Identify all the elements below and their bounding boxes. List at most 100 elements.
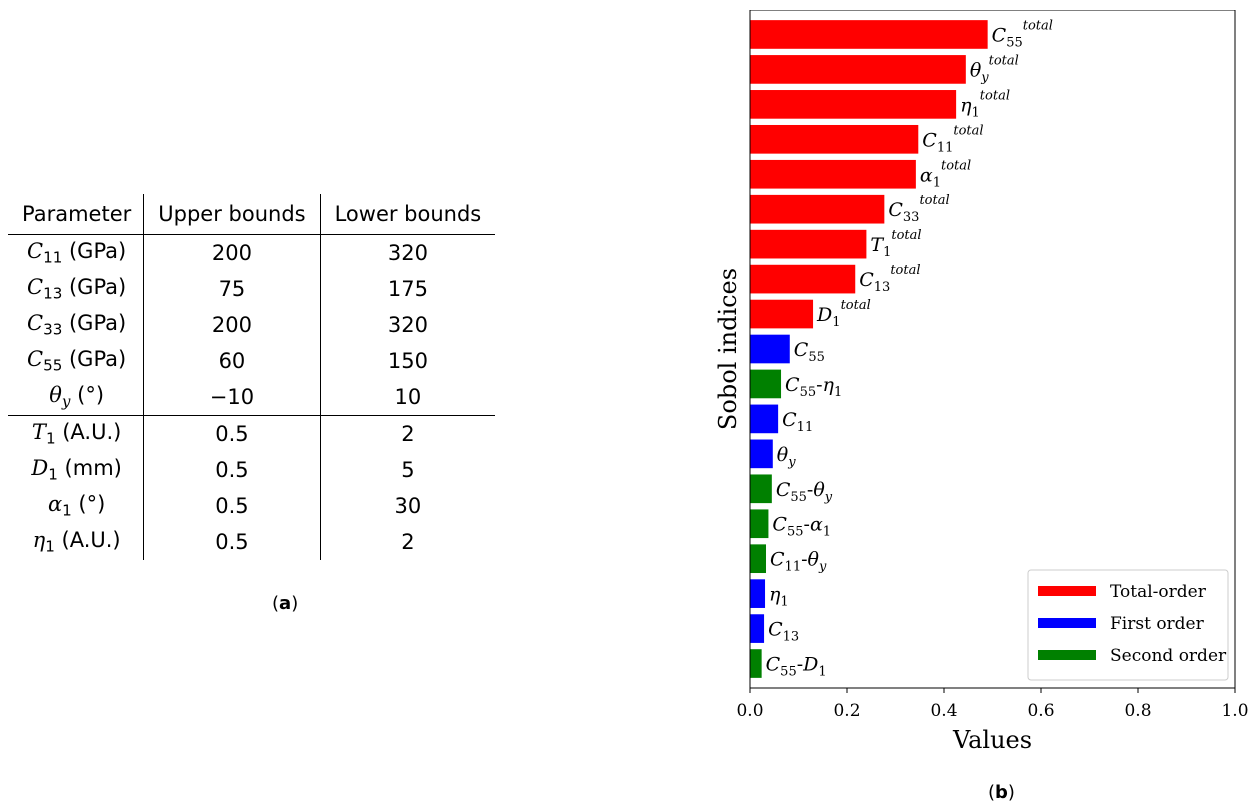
table-row: C13 (GPa) 75 175 <box>8 271 495 307</box>
parameter-cell: C11 (GPa) <box>8 234 145 271</box>
parameter-symbol: θ <box>49 383 62 408</box>
parameter-subscript: 1 <box>48 465 58 484</box>
caption-a: (a) <box>272 593 298 614</box>
bar <box>750 159 916 189</box>
parameter-cell: η1 (A.U.) <box>8 524 145 560</box>
bar <box>750 474 772 504</box>
lower-bound-cell: 320 <box>387 313 428 337</box>
parameter-unit: (GPa) <box>62 275 127 300</box>
parameter-symbol: T <box>31 420 46 445</box>
parameter-cell: θy (°) <box>8 379 145 416</box>
parameter-symbol: C <box>27 347 44 372</box>
bar-label: α1total <box>920 158 971 190</box>
bar-label: θy <box>777 444 796 470</box>
header-parameter: Parameter <box>8 194 145 235</box>
legend-swatch <box>1038 618 1096 628</box>
parameter-bounds-table: Parameter Upper bounds Lower bounds C11 … <box>8 194 496 560</box>
parameter-symbol: η <box>32 528 46 553</box>
lower-bound-cell: 10 <box>394 385 422 409</box>
header-upper-bounds: Upper bounds <box>143 194 321 235</box>
bar-label: C11-θy <box>770 549 827 575</box>
table-row: T1 (A.U.) 0.5 2 <box>8 415 496 452</box>
bar-label: θytotal <box>970 53 1019 85</box>
bar <box>750 579 766 608</box>
upper-bound-cell: 200 <box>143 307 321 343</box>
bar <box>750 439 773 469</box>
parameter-unit: (°) <box>71 492 106 517</box>
parameter-table-panel: Parameter Upper bounds Lower bounds C11 … <box>0 0 600 810</box>
parameter-cell: α1 (°) <box>8 488 145 524</box>
caption-a-open: ( <box>272 593 280 614</box>
x-tick-label: 0.2 <box>833 701 860 721</box>
bar <box>750 404 779 434</box>
sobol-chart: C55totalθytotalη1totalC11totalα1totalC33… <box>714 10 1249 754</box>
caption-b-open: ( <box>988 782 996 803</box>
lower-bound-cell: 175 <box>387 277 428 301</box>
parameter-subscript: 1 <box>45 537 55 556</box>
upper-bound-cell: 0.5 <box>143 488 321 524</box>
bar-label: C55-D1 <box>766 654 827 680</box>
bar-label: C55total <box>992 18 1053 50</box>
table-header-row: Parameter Upper bounds Lower bounds <box>8 194 496 235</box>
bar <box>750 229 867 259</box>
bar-label: C11 <box>782 409 813 435</box>
table-body: C11 (GPa) 200 320 C13 (GPa) 75 175 C33 (GPa) 20… <box>8 234 496 560</box>
caption-b: (b) <box>988 782 1015 803</box>
bar <box>750 20 988 49</box>
parameter-cell: C33 (GPa) <box>8 307 145 343</box>
parameter-unit: (GPa) <box>62 311 127 336</box>
table-row: C11 (GPa) 200 320 <box>8 234 495 271</box>
upper-bound-cell: 200 <box>143 234 321 271</box>
lower-bound-cell: 2 <box>401 530 415 554</box>
lower-bound-cell: 5 <box>401 458 415 482</box>
bar <box>750 334 790 364</box>
caption-b-close: ) <box>1007 782 1015 803</box>
parameter-subscript: 1 <box>45 429 56 448</box>
caption-b-letter: b <box>995 782 1008 803</box>
bar <box>750 55 966 84</box>
legend-label: Second order <box>1110 646 1227 666</box>
upper-bound-cell: 75 <box>143 271 321 307</box>
table-row: α1 (°) 0.5 30 <box>8 488 495 524</box>
bar <box>750 299 814 329</box>
legend-swatch <box>1038 586 1096 596</box>
bar <box>750 614 765 643</box>
table-row: θy (°) −10 10 <box>8 379 495 416</box>
legend-label: Total-order <box>1110 582 1207 602</box>
bar-label: C55-θy <box>776 479 833 505</box>
upper-bound-cell: 0.5 <box>143 452 321 488</box>
parameter-symbol: C <box>27 239 44 264</box>
bar <box>750 544 767 574</box>
table-row: C33 (GPa) 200 320 <box>8 307 495 343</box>
x-tick-label: 0.0 <box>736 701 763 721</box>
bar <box>750 194 885 224</box>
bar-label: C13total <box>859 263 920 295</box>
lower-bound-cell: 150 <box>387 349 428 373</box>
parameter-unit: (mm) <box>57 456 122 481</box>
bar-label: C55-α1 <box>772 514 831 540</box>
parameter-subscript: 55 <box>43 356 63 375</box>
bar-label: T1total <box>870 228 921 260</box>
bar-label: C11total <box>922 123 983 155</box>
parameter-cell: T1 (A.U.) <box>8 415 145 452</box>
table-row: η1 (A.U.) 0.5 2 <box>8 524 495 560</box>
parameter-subscript: 1 <box>62 501 72 520</box>
parameter-symbol: D <box>31 456 49 481</box>
caption-a-letter: a <box>279 593 292 614</box>
legend-swatch <box>1038 650 1096 660</box>
y-axis-label: Sobol indices <box>714 268 742 430</box>
parameter-subscript: 33 <box>43 320 63 339</box>
bar <box>750 90 957 119</box>
parameter-unit: (GPa) <box>62 347 127 372</box>
legend-label: First order <box>1110 614 1205 634</box>
parameter-symbol: α <box>47 492 63 517</box>
parameter-symbol: C <box>27 275 44 300</box>
bar <box>750 509 769 539</box>
parameter-unit: (°) <box>70 383 105 408</box>
bar <box>750 264 856 294</box>
upper-bound-cell: 0.5 <box>143 524 321 560</box>
table-row: C55 (GPa) 60 150 <box>8 343 495 379</box>
parameter-subscript: y <box>61 392 71 411</box>
parameter-symbol: C <box>27 311 44 336</box>
x-tick-label: 1.0 <box>1221 701 1248 721</box>
